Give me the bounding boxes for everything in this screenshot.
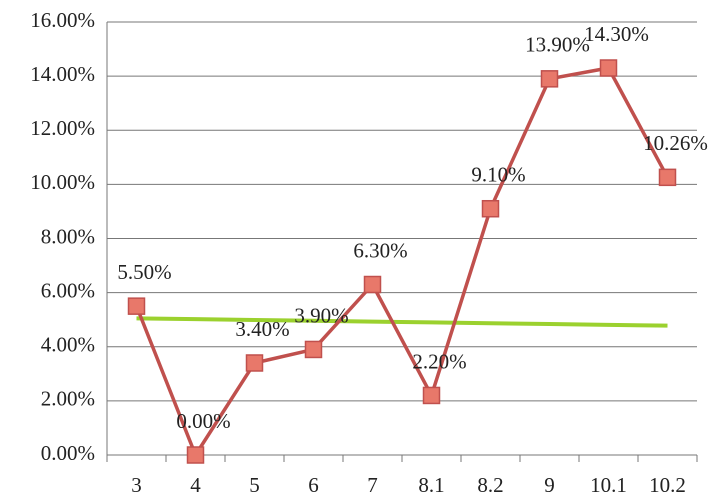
x-tick-label: 3 bbox=[131, 473, 142, 497]
marker bbox=[540, 70, 559, 88]
marker bbox=[304, 340, 323, 359]
data-label: 3.90% bbox=[294, 303, 348, 327]
data-label: 13.90% bbox=[525, 33, 590, 57]
trend-line bbox=[136, 316, 668, 328]
x-tick-label: 6 bbox=[308, 473, 319, 497]
x-tick-label: 8.2 bbox=[477, 473, 503, 497]
marker bbox=[245, 354, 264, 372]
y-tick-label: 8.00% bbox=[41, 224, 95, 248]
marker bbox=[186, 446, 205, 464]
x-tick-label: 7 bbox=[367, 473, 378, 497]
marker bbox=[599, 59, 618, 77]
x-tick-label: 4 bbox=[190, 473, 201, 497]
y-tick-label: 0.00% bbox=[41, 441, 95, 465]
data-label: 10.26% bbox=[643, 131, 708, 155]
data-label: 0.00% bbox=[176, 409, 230, 433]
x-tick-label: 10.1 bbox=[590, 473, 627, 497]
y-tick-label: 4.00% bbox=[41, 333, 95, 357]
y-tick-label: 14.00% bbox=[30, 62, 95, 86]
data-label: 6.30% bbox=[353, 238, 407, 262]
x-tick-label: 10.2 bbox=[649, 473, 686, 497]
data-label: 5.50% bbox=[117, 260, 171, 284]
data-label: 3.40% bbox=[235, 317, 289, 341]
y-tick-label: 12.00% bbox=[30, 116, 95, 140]
data-label: 14.30% bbox=[584, 22, 649, 46]
marker bbox=[658, 168, 677, 187]
y-tick-label: 6.00% bbox=[41, 278, 95, 302]
marker bbox=[127, 297, 146, 315]
marker bbox=[422, 386, 441, 405]
marker bbox=[481, 199, 500, 218]
y-tick-label: 2.00% bbox=[41, 387, 95, 411]
series-line bbox=[134, 66, 670, 459]
y-tick-label: 16.00% bbox=[30, 8, 95, 32]
data-label: 2.20% bbox=[412, 349, 466, 373]
x-tick-label: 8.1 bbox=[418, 473, 444, 497]
data-label: 9.10% bbox=[471, 163, 525, 187]
marker bbox=[363, 275, 382, 294]
x-tick-label: 5 bbox=[249, 473, 260, 497]
x-tick-label: 9 bbox=[544, 473, 555, 497]
y-tick-label: 10.00% bbox=[30, 170, 95, 194]
